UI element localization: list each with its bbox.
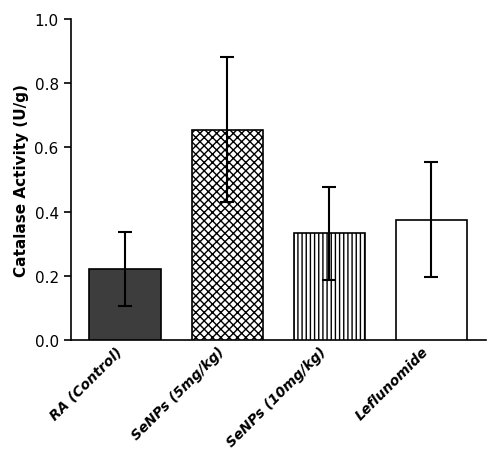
Bar (396, 220, 467, 340)
Bar (90, 269, 161, 340)
Bar (294, 234, 365, 340)
Bar (192, 131, 263, 340)
Y-axis label: Catalase Activity (U/g): Catalase Activity (U/g) (14, 84, 29, 276)
